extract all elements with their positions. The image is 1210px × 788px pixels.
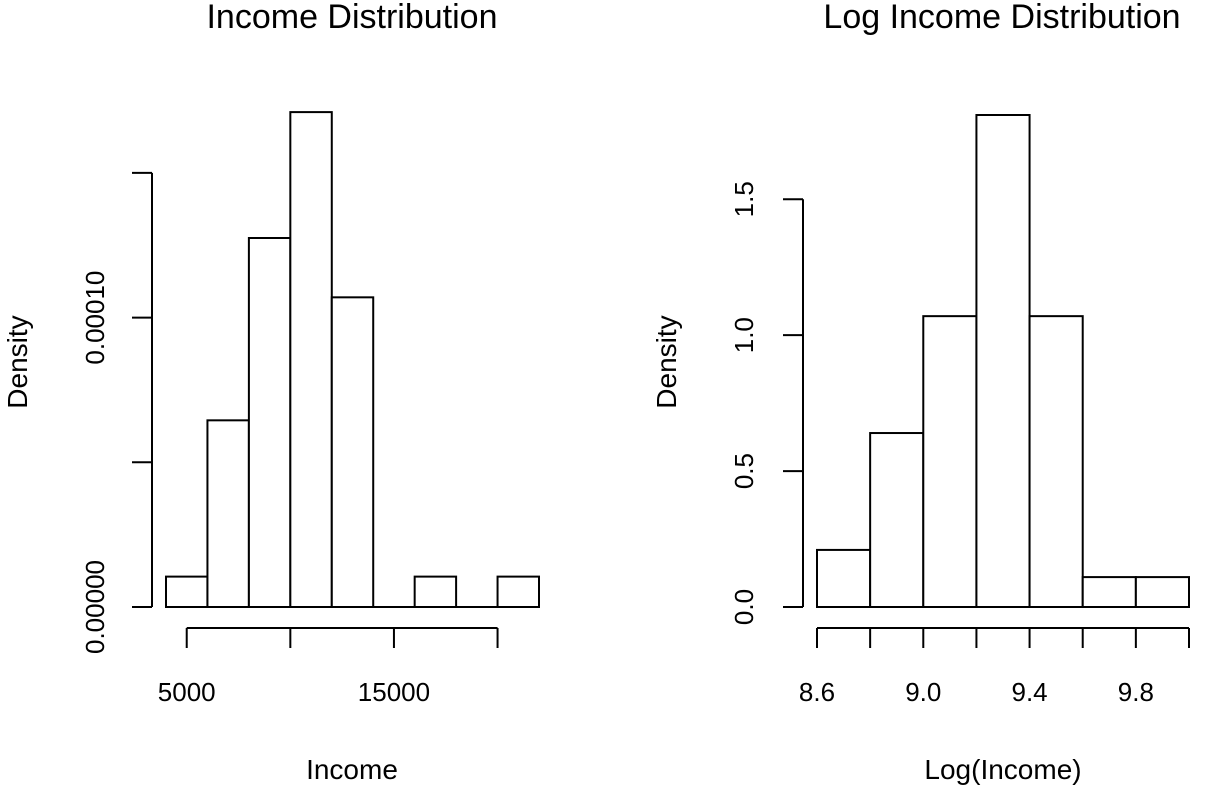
income-histogram-panel: Income Distribution Income Density 5000 1… [2,0,540,785]
x-tick-label: 9.0 [905,677,941,707]
histogram-bar [922,315,978,608]
y-axis-label: Density [651,315,682,408]
x-axis: 5000 15000 [158,627,499,707]
histogram-bars [165,111,540,608]
histogram-bar [1081,576,1137,608]
chart-title: Income Distribution [206,0,497,36]
histogram-bar [289,111,333,608]
histogram-bars [816,114,1191,608]
histogram-bar [869,432,925,608]
x-tick-label: 15000 [358,677,430,707]
histogram-bar [1134,576,1191,608]
x-axis-label: Log(Income) [924,754,1081,785]
histogram-bar [1028,315,1084,608]
x-tick-label: 9.8 [1118,677,1154,707]
histogram-bar [165,575,209,608]
y-axis: 0.00000 0.00010 [80,171,153,654]
log-income-histogram-panel: Log Income Distribution Log(Income) Dens… [651,0,1191,785]
y-tick-label: 1.5 [729,181,759,217]
x-tick-label: 8.6 [799,677,835,707]
histogram-bar [816,548,872,608]
y-tick-label: 0.5 [729,453,759,489]
histogram-bar [975,114,1031,608]
x-axis-label: Income [306,754,398,785]
x-axis: 8.6 9.0 9.4 9.8 [799,627,1190,707]
y-tick-label: 0.0 [729,589,759,625]
y-axis: 0.0 0.5 1.0 1.5 [729,181,804,625]
y-axis-label: Density [2,315,33,408]
y-tick-label: 1.0 [729,317,759,353]
histogram-bar [206,419,250,608]
histogram-bar [413,575,458,608]
histogram-bar [496,575,540,608]
histogram-bar [247,237,292,608]
y-tick-label: 0.00010 [80,271,110,365]
x-tick-label: 9.4 [1011,677,1047,707]
chart-title: Log Income Distribution [823,0,1180,36]
x-tick-label: 5000 [158,677,216,707]
y-tick-label: 0.00000 [80,560,110,654]
histogram-bar [330,296,375,608]
